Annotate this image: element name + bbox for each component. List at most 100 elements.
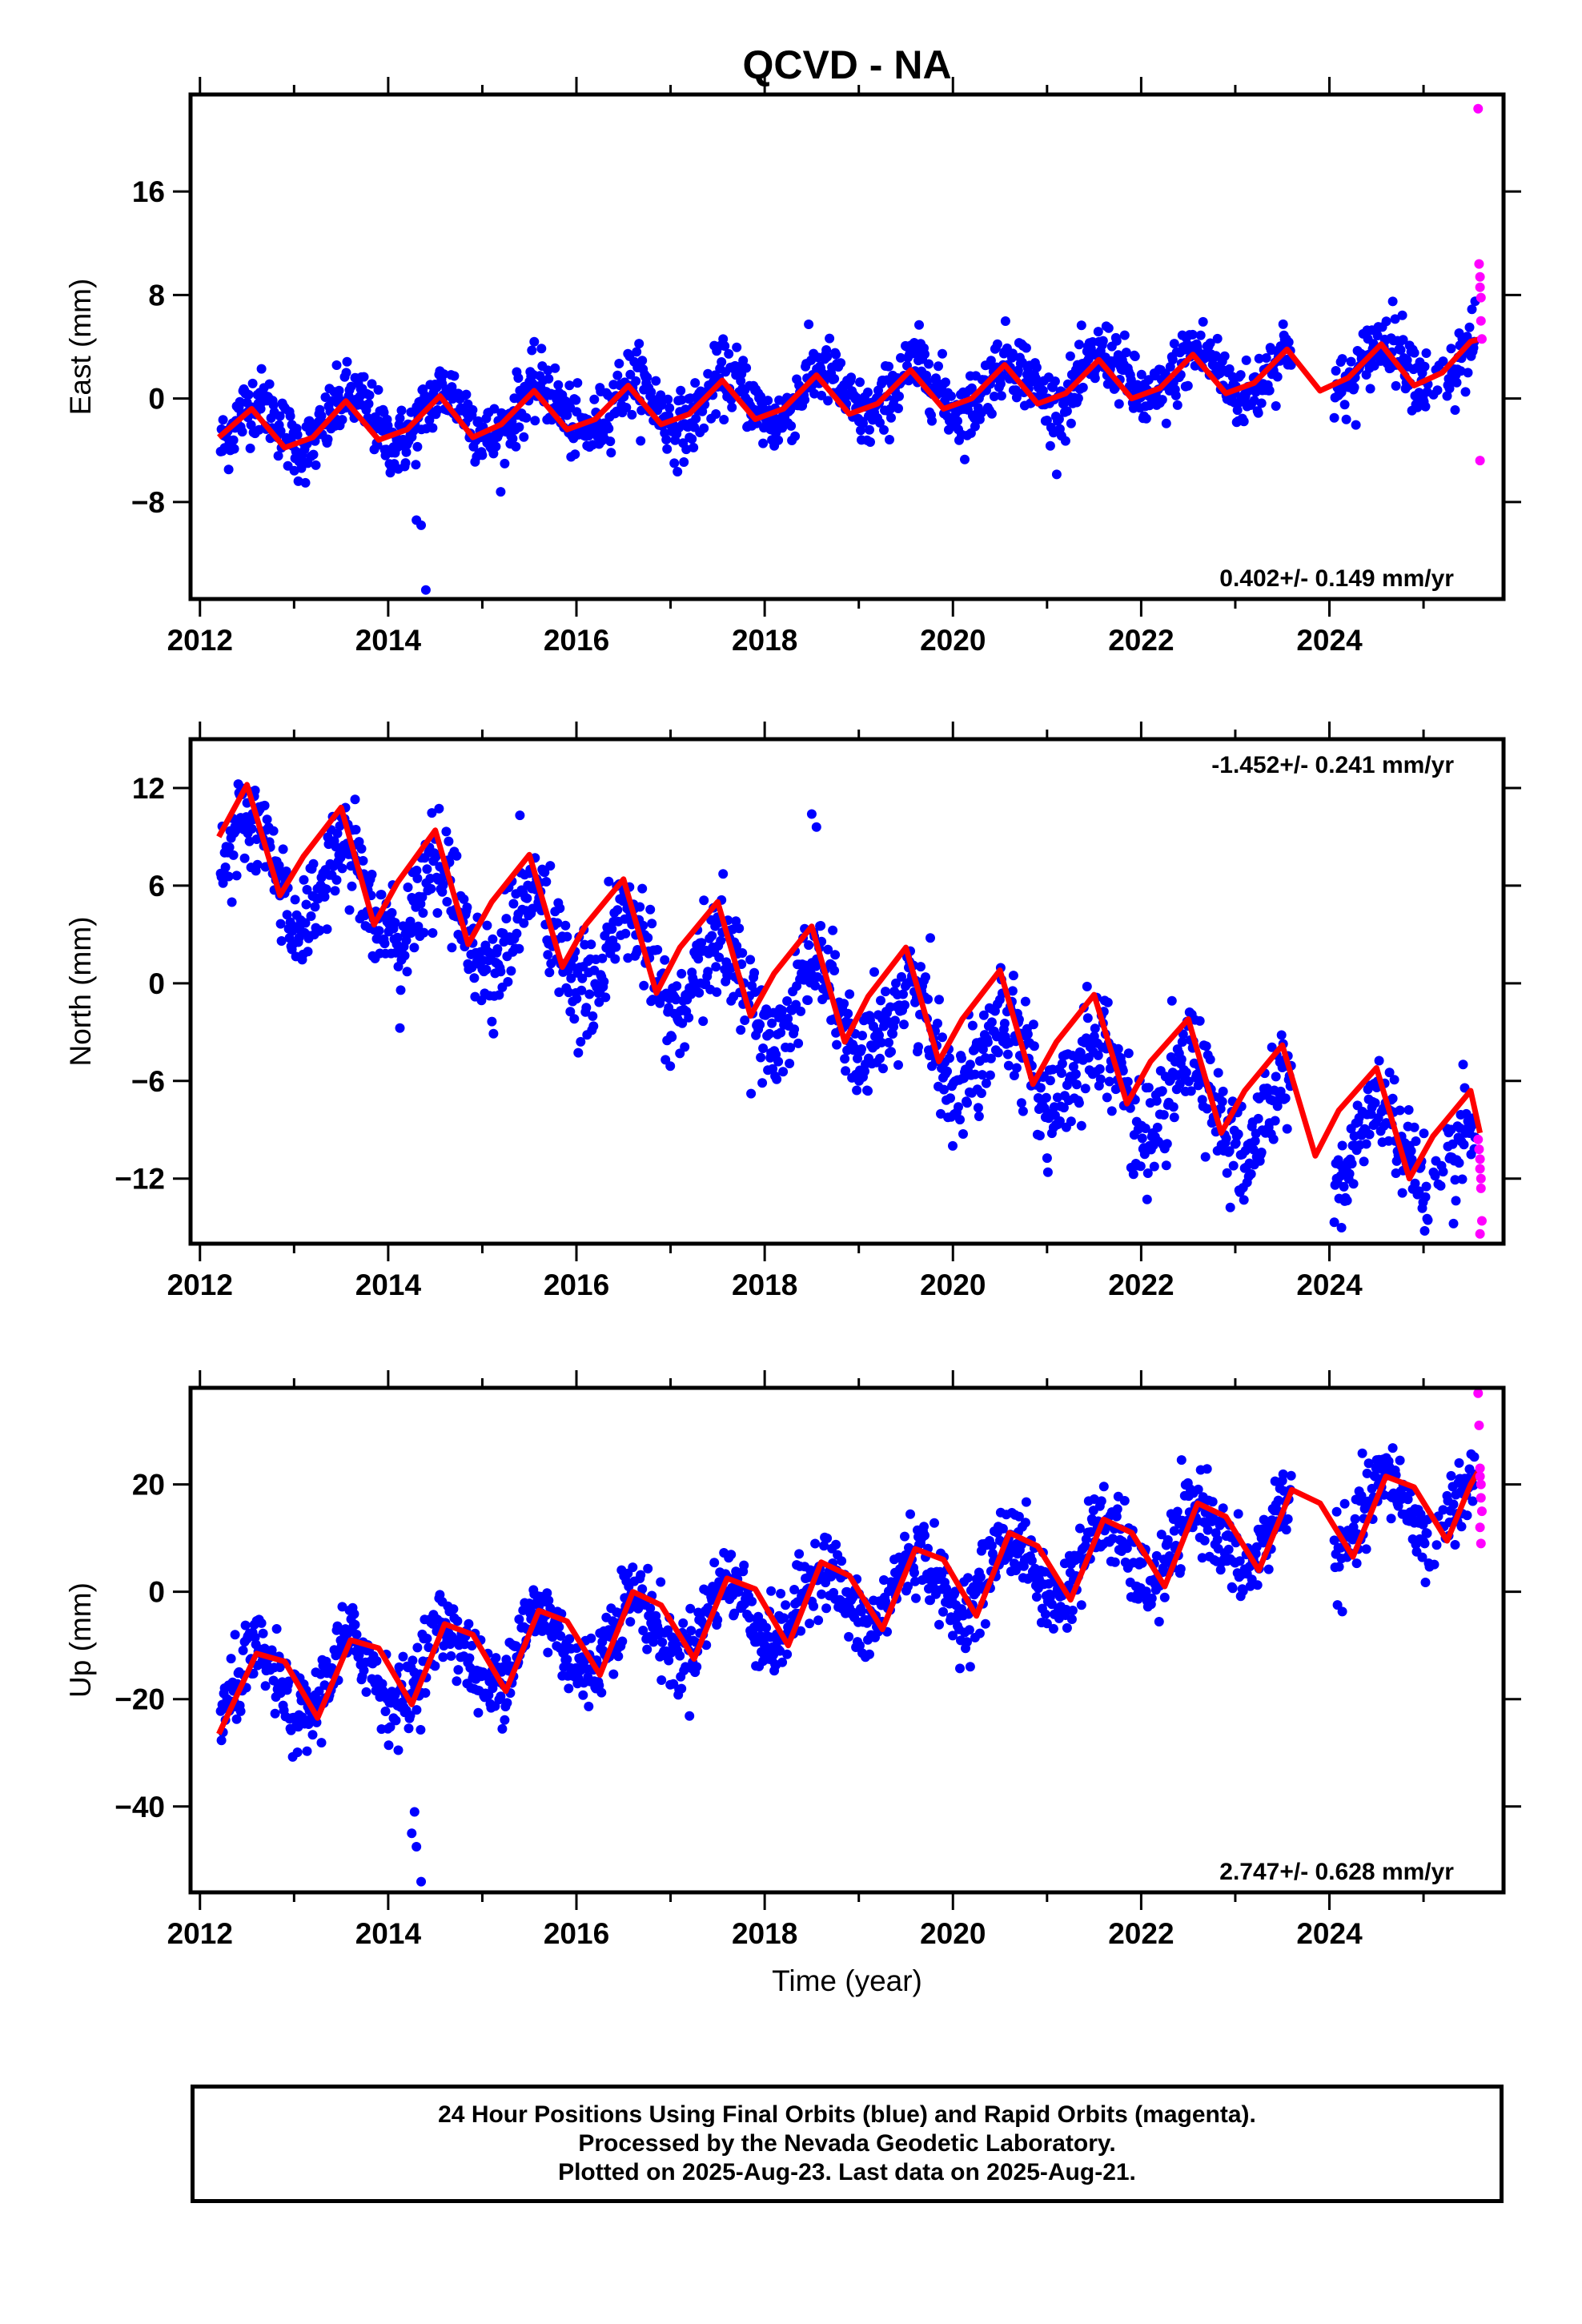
final-point (719, 415, 729, 424)
final-point (1267, 1042, 1277, 1052)
model-fit-line (217, 336, 1481, 451)
final-point (777, 1657, 788, 1667)
rapid-point (1476, 1173, 1486, 1184)
final-point (663, 1625, 673, 1635)
final-point (1432, 385, 1443, 396)
final-point (228, 850, 239, 860)
final-point (513, 373, 524, 383)
model-fit-line (216, 782, 1484, 1182)
y-tick-label: −6 (131, 1065, 165, 1098)
final-point (1403, 1494, 1413, 1505)
final-point (1286, 1470, 1296, 1481)
final-point (893, 404, 903, 413)
final-point (656, 400, 667, 410)
final-point (857, 1031, 867, 1041)
final-point (422, 864, 432, 875)
final-point (1221, 1133, 1231, 1144)
final-point (998, 1523, 1008, 1534)
final-point (1238, 1586, 1248, 1596)
final-point (976, 408, 986, 418)
final-point (1065, 351, 1075, 361)
final-point (877, 1037, 886, 1047)
final-point (625, 1617, 636, 1627)
final-point (1140, 1124, 1150, 1133)
final-point (491, 441, 501, 452)
final-point (1248, 1144, 1259, 1155)
final-point (562, 1655, 572, 1665)
final-point (789, 1024, 800, 1035)
final-point (589, 394, 600, 404)
final-point (358, 855, 368, 866)
final-point (822, 352, 833, 362)
final-point (438, 880, 448, 891)
final-point (945, 1053, 954, 1063)
final-point (394, 1662, 404, 1672)
final-point (865, 437, 875, 447)
final-point (281, 866, 291, 876)
final-point (1406, 1146, 1416, 1156)
rapid-point (1474, 259, 1484, 269)
final-point (900, 1000, 909, 1010)
final-point (250, 1632, 260, 1642)
final-point (1232, 405, 1243, 416)
rapid-point (1475, 1522, 1485, 1533)
rapid-point (1476, 1493, 1486, 1503)
final-point (1397, 310, 1407, 320)
final-point (446, 1651, 456, 1661)
rapid-orbit-points (1473, 1134, 1487, 1239)
final-point (1457, 1174, 1468, 1184)
final-point (224, 842, 235, 853)
final-point (570, 449, 580, 460)
y-tick-label: 16 (132, 175, 165, 208)
final-point (678, 1618, 689, 1628)
final-point (885, 435, 894, 444)
y-tick-label: 6 (148, 870, 165, 903)
final-point (245, 443, 255, 453)
final-point (1410, 1178, 1420, 1188)
final-point (831, 349, 841, 360)
final-point (396, 985, 406, 995)
final-point (420, 1688, 431, 1698)
final-point (1390, 314, 1400, 324)
final-point (1447, 1139, 1458, 1149)
final-point (1421, 1181, 1431, 1192)
final-point (1202, 1104, 1212, 1114)
final-point (717, 357, 727, 367)
final-point (690, 378, 701, 388)
final-point (1235, 1556, 1245, 1566)
final-point (1176, 1054, 1186, 1064)
final-point (1227, 1583, 1238, 1594)
final-point (711, 409, 721, 419)
final-point (308, 858, 319, 869)
final-point (545, 861, 556, 871)
final-point (1218, 1086, 1228, 1096)
final-point (1211, 351, 1221, 361)
final-point (1050, 376, 1060, 387)
final-point (1381, 316, 1391, 327)
final-point (709, 1558, 720, 1568)
final-point (1202, 1464, 1212, 1474)
final-point (567, 961, 577, 971)
final-point (564, 1683, 574, 1694)
final-point (1273, 1495, 1283, 1506)
final-point (948, 1140, 958, 1151)
final-point (431, 851, 441, 862)
final-point (1157, 395, 1167, 405)
final-point (1028, 1019, 1038, 1030)
final-point (1280, 1093, 1291, 1104)
final-point (1156, 1530, 1166, 1540)
final-point (1038, 385, 1048, 396)
final-point (673, 467, 683, 476)
final-point (1035, 1083, 1046, 1093)
final-point (1276, 1030, 1287, 1040)
final-point (302, 1746, 312, 1756)
final-point (632, 945, 643, 955)
final-point (1003, 1060, 1014, 1071)
final-point (855, 377, 865, 388)
final-point (576, 985, 587, 995)
final-point (228, 435, 239, 445)
final-point (550, 363, 560, 373)
final-point (840, 1054, 850, 1064)
final-point (330, 886, 340, 896)
final-point (311, 460, 321, 470)
